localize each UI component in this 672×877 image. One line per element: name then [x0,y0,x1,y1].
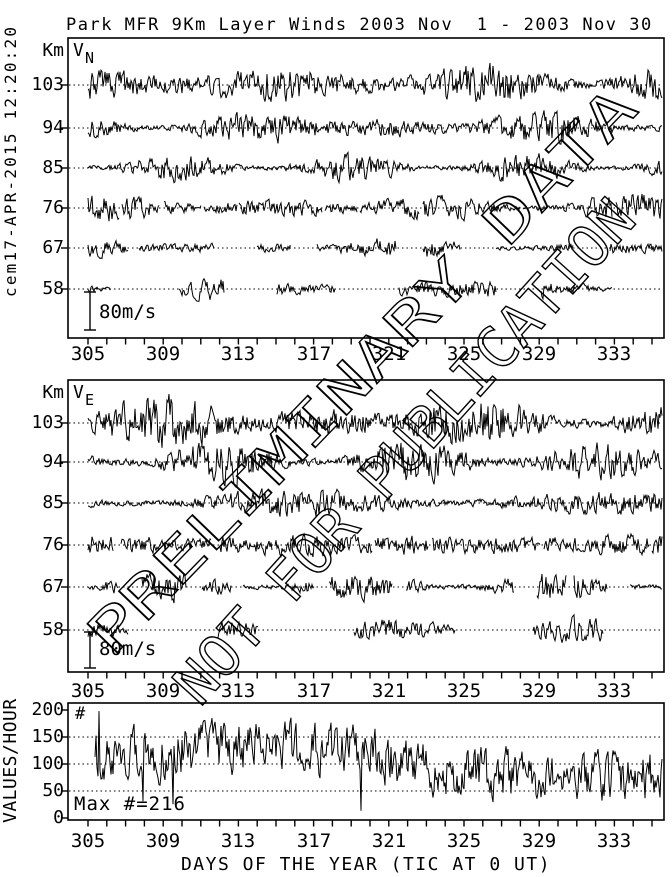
panel2-xtick-329: 329 [521,680,557,702]
panel1-xtick-333: 333 [596,343,632,365]
counts-max-annotation: Max #=216 [74,793,186,815]
panel2-alt-94: 94 [42,451,64,472]
counts-ytick-50: 50 [42,780,64,801]
panel1-xtick-321: 321 [371,343,407,365]
panel3-xtick-329: 329 [521,830,557,852]
panel3-xtick-321: 321 [371,830,407,852]
panel1-xtick-305: 305 [70,343,106,365]
panel1-scale-bar-label: 80m/s [99,301,157,323]
counts-ytick-200: 200 [31,699,64,720]
panel2-alt-85: 85 [42,492,64,513]
panel3-xtick-333: 333 [596,830,632,852]
panel3-xtick-309: 309 [145,830,181,852]
panel1-alt-76: 76 [42,197,64,218]
panel2-xtick-305: 305 [70,680,106,702]
watermark-line1: PRELIMINARY DATA [75,75,650,668]
panel3-xtick-305: 305 [70,830,106,852]
panel2-xtick-321: 321 [371,680,407,702]
panel3-xtick-313: 313 [220,830,256,852]
x-axis-title: DAYS OF THE YEAR (TIC AT 0 UT) [180,854,552,875]
panel1-alt-103: 103 [31,74,64,95]
panel1-alt-85: 85 [42,157,64,178]
panel1-xtick-317: 317 [296,343,332,365]
panel2-alt-58: 58 [42,619,64,640]
panel1-xtick-309: 309 [145,343,181,365]
counts-series-symbol: # [75,704,86,724]
counts-panel [61,702,665,827]
panel2-component-letter: V [73,382,84,403]
panel1-km-unit: Km [42,40,64,61]
panel2-xtick-313: 313 [220,680,256,702]
counts-ytick-150: 150 [31,726,64,747]
panel2-scale-bar-label: 80m/s [99,638,157,660]
panel1-alt-94: 94 [42,117,64,138]
panel2-component-subscript: E [85,391,95,409]
panel1-component-letter: V [73,40,84,61]
panel1-xtick-313: 313 [220,343,256,365]
wind-panel-ve [61,379,665,679]
panel1-xtick-329: 329 [521,343,557,365]
panel2-km-unit: Km [42,382,64,403]
counts-ytick-100: 100 [31,753,64,774]
panel2-xtick-333: 333 [596,680,632,702]
watermark-line2: NOT FOR PUBLICATION [161,186,648,717]
panel3-xtick-317: 317 [296,830,332,852]
panel2-alt-76: 76 [42,534,64,555]
chart-title: Park MFR 9Km Layer Winds 2003 Nov 1 - 20… [66,15,653,35]
counts-ytick-0: 0 [53,807,64,828]
panel3-xtick-325: 325 [446,830,482,852]
panel2-xtick-309: 309 [145,680,181,702]
panel1-alt-67: 67 [42,237,64,258]
panel1-xtick-325: 325 [446,343,482,365]
panel2-alt-67: 67 [42,576,64,597]
panel2-alt-103: 103 [31,412,64,433]
panel1-component-subscript: N [85,49,95,67]
panel2-xtick-325: 325 [446,680,482,702]
wind-panel-vn [61,37,665,345]
panel2-xtick-317: 317 [296,680,332,702]
panel1-alt-58: 58 [42,278,64,299]
